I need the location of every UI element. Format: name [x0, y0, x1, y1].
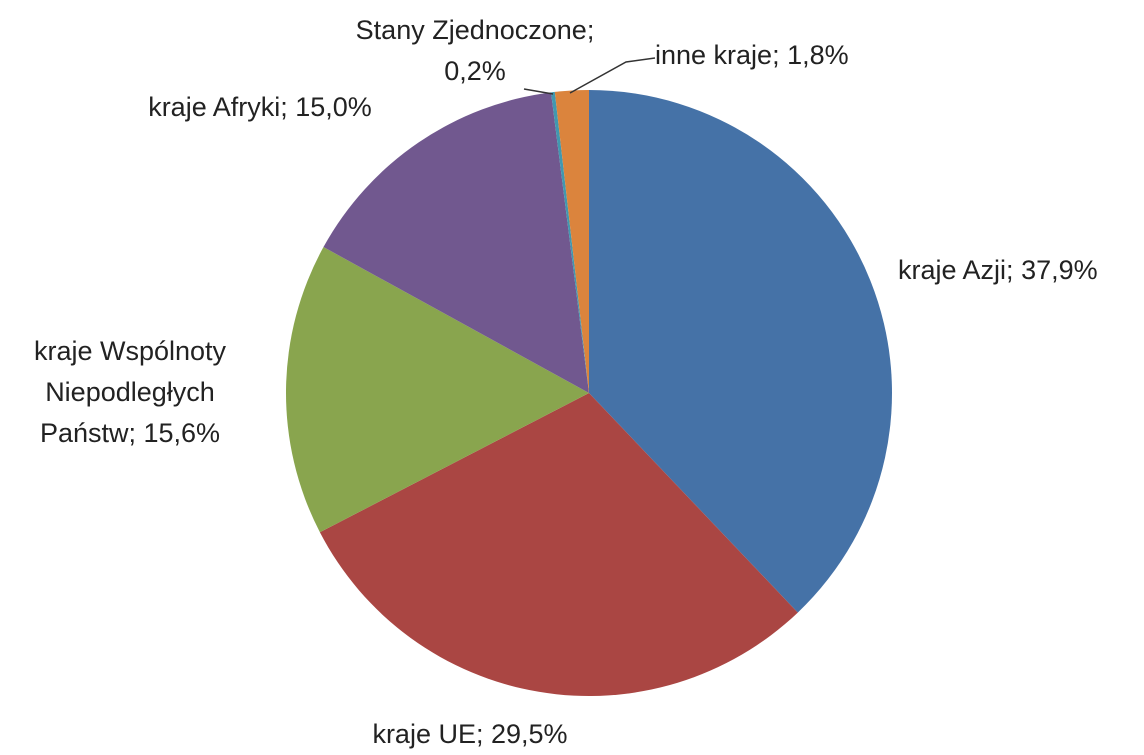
leader-line [523, 88, 554, 95]
category-label: inne kraje; [655, 40, 780, 70]
value-label: 0,2% [444, 56, 506, 86]
pie-slice [551, 91, 589, 393]
value-label: 15,0% [295, 92, 372, 122]
data-label: kraje UE; 29,5% [330, 714, 610, 755]
pie-slice [319, 393, 798, 697]
pie-slice [323, 92, 589, 393]
leader-line [569, 57, 656, 94]
value-label: 37,9% [1021, 255, 1098, 285]
data-label: inne kraje; 1,8% [655, 35, 915, 76]
pie-slice [589, 90, 892, 613]
data-label: kraje Wspólnoty Niepodległych Państw; 15… [5, 331, 255, 454]
pie [286, 90, 892, 697]
category-label: kraje Azji; [898, 255, 1014, 285]
data-label: Stany Zjednoczone; 0,2% [335, 10, 615, 92]
pie-slice [554, 90, 589, 393]
data-label: kraje Afryki; 15,0% [110, 87, 410, 128]
value-label: 1,8% [787, 40, 849, 70]
category-label: Stany Zjednoczone; [355, 15, 595, 45]
category-label: kraje UE; [372, 719, 484, 749]
data-label: kraje Azji; 37,9% [898, 250, 1144, 291]
value-label: 29,5% [491, 719, 568, 749]
category-label: kraje Afryki; [148, 92, 288, 122]
value-label: 15,6% [143, 418, 221, 448]
category-label: kraje Wspólnoty Niepodległych Państw; [33, 336, 227, 448]
pie-slice [286, 247, 589, 533]
